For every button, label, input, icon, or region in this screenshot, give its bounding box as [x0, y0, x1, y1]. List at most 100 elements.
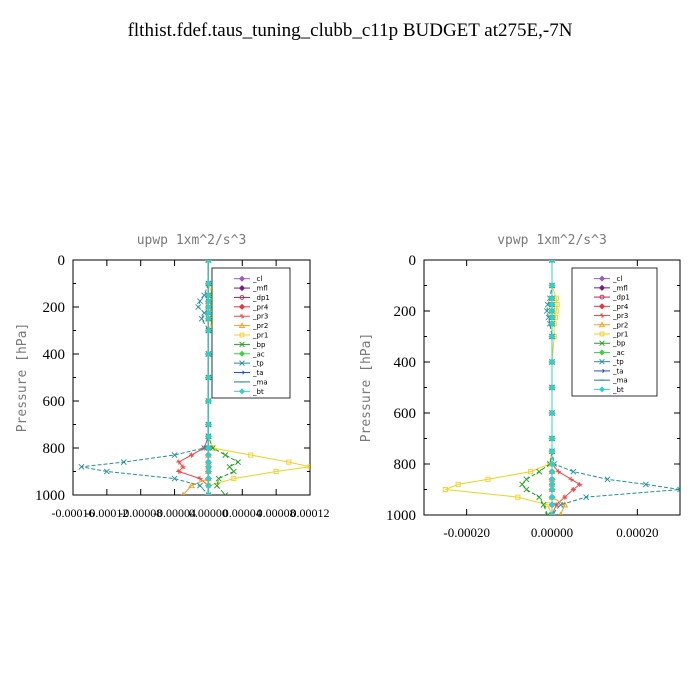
data-point-tp [171, 452, 178, 458]
data-point-bp [235, 459, 241, 466]
data-point-bp [230, 468, 237, 475]
legend-label-pr2: _pr2 [252, 322, 268, 330]
chart-title: upwp 1xm^2/s^3 [137, 233, 247, 248]
data-point-pr3 [562, 494, 568, 500]
legend-label-pr4: _pr4 [252, 303, 269, 311]
legend-marker-bt [238, 388, 246, 395]
x-tick-label: 0.00000 [531, 525, 573, 540]
data-point-bt [548, 384, 556, 391]
data-point-tp [197, 298, 203, 305]
data-point-bp [523, 486, 530, 493]
data-point-tp [570, 468, 577, 475]
data-point-tp [198, 315, 205, 322]
data-point-bt [548, 333, 556, 340]
x-tick-label: -0.00012 [85, 506, 128, 520]
data-point-tp [195, 304, 202, 310]
x-tick-label: 0.00020 [616, 525, 658, 540]
data-point-bt [548, 314, 556, 321]
data-point-bt [205, 327, 212, 334]
data-point-pr2 [558, 511, 563, 515]
legend-marker-ac [238, 350, 246, 357]
data-point-bt [548, 468, 556, 475]
y-tick-label: 1000 [35, 488, 65, 504]
data-point-bt [548, 295, 556, 302]
data-point-bt [548, 493, 556, 501]
x-tick-label: 0.00012 [291, 506, 330, 520]
data-point-bt [548, 501, 556, 509]
data-point-bt [548, 448, 556, 455]
data-point-tp [78, 463, 85, 470]
y-tick-label: 800 [43, 441, 66, 457]
data-point-pr3 [176, 459, 182, 465]
data-point-pr3 [180, 464, 186, 470]
data-point-pr1 [442, 486, 448, 493]
data-point-bt [205, 475, 212, 482]
legend-marker-pr1 [599, 331, 605, 337]
series-line-bp [521, 260, 553, 515]
data-point-bp [544, 512, 551, 515]
vpwp-panel: vpwp 1xm^2/s^3 Pressure [hPa] 0 200 400 600 80… [359, 233, 681, 540]
data-point-tp [544, 301, 551, 308]
series-group [442, 260, 680, 515]
data-point-bt [205, 309, 212, 317]
upwp-panel: upwp 1xm^2/s^3 Pressure [hPa] 0 200 400 600 80… [15, 233, 330, 520]
y-tick-label: 0 [58, 253, 66, 269]
data-point-bt [548, 260, 556, 264]
legend-label-pr3: _pr3 [252, 313, 268, 321]
y-tick-label: 600 [394, 406, 417, 422]
page-title: flthist.fdef.taus_tuning_clubb_c11p BUDG… [127, 20, 573, 41]
x-tick-label: -0.00020 [443, 525, 490, 540]
legend-marker-bp [239, 341, 245, 348]
data-point-bt [205, 292, 212, 299]
data-point-pr2 [181, 491, 185, 495]
data-point-bt [548, 435, 556, 442]
legend-marker-cl [238, 275, 246, 282]
data-point-pr3 [176, 468, 182, 475]
legend-marker-pr2 [598, 321, 606, 328]
y-axis-label: Pressure [hPa] [359, 333, 374, 443]
y-tick-label: 400 [394, 355, 417, 371]
legend-marker-pr4 [238, 303, 246, 310]
legend-label-cl: _cl [612, 275, 622, 283]
y-tick-label: 0 [409, 253, 417, 269]
data-point-pr3 [568, 476, 574, 482]
data-point-bt [205, 451, 212, 459]
legend-label-pr1: _pr1 [612, 331, 628, 339]
legend-label-mfl: _mfl [252, 285, 268, 293]
data-point-bt [548, 301, 556, 308]
data-point-bt [205, 397, 212, 405]
data-point-bt [548, 486, 556, 493]
data-point-bt [548, 511, 556, 515]
data-point-bt [205, 315, 212, 322]
series-line-pr1 [445, 260, 558, 515]
legend-marker-pr1 [239, 332, 245, 338]
data-point-bp [222, 452, 229, 458]
x-tick-label: 0.00000 [189, 506, 228, 520]
data-point-tp [201, 309, 208, 316]
data-point-bt [205, 433, 212, 440]
legend-marker-tp [239, 360, 245, 366]
data-point-tp [103, 468, 110, 475]
legend-box [211, 267, 291, 399]
data-point-tp [642, 481, 649, 488]
data-point-bp [209, 445, 216, 451]
legend-marker-pr3 [239, 313, 245, 319]
data-point-tp [549, 260, 555, 263]
chart-title: vpwp 1xm^2/s^3 [497, 233, 607, 248]
data-point-bt [548, 409, 556, 417]
data-point-bp [226, 463, 233, 470]
data-point-pr3 [188, 452, 195, 458]
legend-label-mfl: _mfl [612, 284, 628, 292]
x-tick-label: 0.00004 [223, 506, 262, 520]
data-point-tp [549, 512, 555, 515]
data-point-bp [215, 475, 222, 482]
data-point-bt [205, 482, 212, 489]
data-point-pr3 [577, 481, 583, 487]
y-tick-label: 800 [394, 457, 417, 473]
legend-label-bp: _bp [252, 341, 266, 349]
y-tick-label: 200 [43, 300, 66, 316]
data-point-tp [677, 486, 680, 493]
data-point-pr3 [570, 486, 576, 493]
x-tick-label: -0.00016 [52, 506, 95, 520]
